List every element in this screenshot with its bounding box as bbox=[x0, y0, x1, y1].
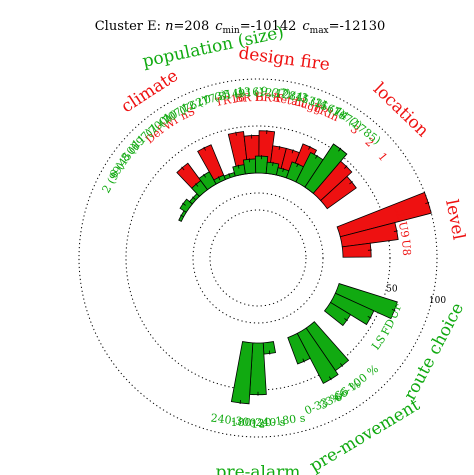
bar-tick bbox=[308, 145, 311, 150]
category-label: BR F bbox=[255, 90, 284, 105]
bar-tick bbox=[217, 176, 221, 181]
grid-rings bbox=[78, 78, 438, 438]
group-label: location bbox=[369, 79, 432, 141]
category-label: 1 bbox=[375, 150, 390, 164]
category-label: CL bbox=[391, 203, 408, 223]
bar-tick bbox=[192, 196, 196, 200]
bar-tick bbox=[302, 358, 305, 363]
bars-layer bbox=[176, 129, 432, 405]
bar bbox=[339, 222, 399, 248]
ring-100 bbox=[78, 78, 438, 438]
bar-tick bbox=[182, 202, 186, 206]
bar bbox=[198, 171, 217, 191]
bar-tick bbox=[180, 214, 185, 218]
category-label: 0-33 % bbox=[303, 390, 344, 418]
ring-inner bbox=[209, 209, 307, 307]
category-label: U8 bbox=[399, 239, 413, 256]
bar-tick bbox=[203, 173, 206, 178]
bar-tick bbox=[237, 164, 240, 169]
bar-tick bbox=[278, 145, 281, 150]
bar-tick bbox=[367, 316, 372, 319]
bar bbox=[320, 175, 357, 210]
category-label: U9 bbox=[396, 220, 412, 238]
category-label: 14 (1785) bbox=[332, 104, 383, 147]
bar-tick bbox=[181, 166, 185, 171]
bar bbox=[323, 301, 352, 327]
bar bbox=[254, 155, 269, 174]
bar-tick bbox=[203, 146, 206, 151]
bar-tick bbox=[425, 201, 430, 204]
bar-tick bbox=[315, 154, 318, 159]
category-label: BR H bbox=[235, 90, 265, 105]
bar-tick bbox=[339, 363, 344, 367]
bar bbox=[341, 242, 372, 258]
radial-tick-label: 100 bbox=[429, 296, 446, 306]
bar-tick bbox=[338, 147, 342, 152]
bar-tick bbox=[391, 308, 396, 312]
bar-tick bbox=[291, 149, 294, 154]
bar-tick bbox=[349, 181, 353, 185]
bar-tick bbox=[228, 173, 231, 178]
bar bbox=[304, 143, 348, 194]
chart-title: Cluster E: n=208 cmin=-10142 cmax=-12130 bbox=[95, 19, 386, 36]
radial-tick-label: 50 bbox=[386, 284, 398, 294]
bar-tick bbox=[296, 163, 299, 168]
bar bbox=[287, 332, 311, 365]
bar bbox=[179, 198, 193, 213]
bar bbox=[334, 283, 398, 320]
category-label: TR16 bbox=[214, 91, 245, 109]
category-label: 180-240 s bbox=[231, 416, 286, 429]
group-label: route choice bbox=[400, 300, 468, 404]
bar bbox=[265, 161, 280, 176]
bar-tick bbox=[282, 167, 285, 173]
bar bbox=[312, 160, 353, 202]
bar-tick bbox=[235, 131, 237, 136]
category-label: nS bbox=[178, 105, 197, 123]
bar bbox=[329, 292, 375, 326]
bar-tick bbox=[195, 183, 199, 187]
ring-middle bbox=[192, 192, 324, 324]
group-label: pre-alarm bbox=[216, 463, 301, 475]
category-label: UF bbox=[387, 300, 405, 321]
bar bbox=[296, 327, 339, 384]
bar-tick bbox=[328, 376, 332, 381]
bar-tick bbox=[344, 165, 348, 169]
bar bbox=[230, 341, 254, 405]
ring-50 bbox=[125, 125, 391, 391]
group-label: level bbox=[441, 198, 468, 242]
bar bbox=[232, 164, 246, 177]
category-label: 5 (916) bbox=[223, 85, 264, 101]
bar-tick bbox=[344, 318, 348, 322]
bar-tick bbox=[393, 230, 398, 232]
bar bbox=[336, 191, 432, 238]
category-label: 13 (1237) bbox=[237, 85, 291, 100]
bar-tick bbox=[272, 161, 274, 166]
category-label: Retail bbox=[271, 91, 306, 110]
